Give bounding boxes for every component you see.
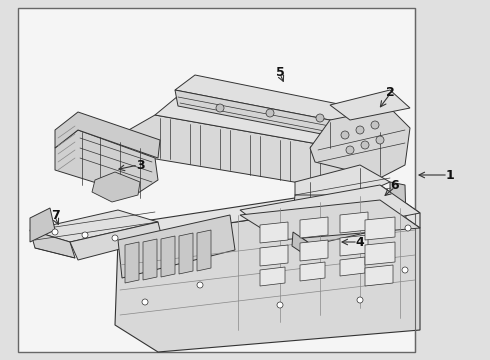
Text: 3: 3 [136,158,145,171]
Circle shape [376,136,384,144]
Circle shape [402,267,408,273]
Polygon shape [179,233,193,274]
Circle shape [405,225,411,231]
Polygon shape [30,230,75,258]
Polygon shape [55,130,158,195]
Polygon shape [155,96,360,148]
Circle shape [277,302,283,308]
Polygon shape [293,178,392,228]
Polygon shape [300,262,325,281]
Polygon shape [118,215,235,278]
Polygon shape [197,230,211,271]
Polygon shape [365,242,395,265]
Polygon shape [175,90,342,138]
Polygon shape [55,112,160,158]
Circle shape [371,121,379,129]
Polygon shape [300,240,328,261]
Polygon shape [260,245,288,266]
Text: 5: 5 [275,66,284,78]
Polygon shape [70,222,162,260]
Polygon shape [120,115,360,188]
Polygon shape [293,200,380,245]
Circle shape [356,126,364,134]
Polygon shape [143,239,157,280]
Polygon shape [292,232,312,258]
Circle shape [361,141,369,149]
Polygon shape [161,236,175,277]
Circle shape [82,232,88,238]
Polygon shape [260,222,288,243]
Circle shape [112,235,118,241]
Circle shape [316,114,324,122]
Circle shape [197,282,203,288]
Circle shape [357,297,363,303]
Polygon shape [340,212,368,233]
Polygon shape [300,217,328,238]
Polygon shape [30,208,55,242]
Polygon shape [92,172,140,202]
Polygon shape [118,185,420,240]
Polygon shape [175,75,358,122]
Circle shape [142,299,148,305]
Circle shape [346,146,354,154]
Circle shape [341,131,349,139]
Polygon shape [340,235,368,256]
Polygon shape [240,200,420,240]
Polygon shape [240,185,420,240]
Polygon shape [115,200,420,352]
Polygon shape [260,267,285,286]
Polygon shape [18,8,415,352]
Circle shape [52,229,58,235]
Polygon shape [310,108,410,178]
Circle shape [216,104,224,112]
Text: 2: 2 [386,86,394,99]
Polygon shape [365,265,393,286]
Polygon shape [125,242,139,283]
Text: 6: 6 [391,179,399,192]
Text: 4: 4 [356,235,365,248]
Polygon shape [30,210,158,242]
Circle shape [266,109,274,117]
Polygon shape [390,182,406,220]
Text: 1: 1 [445,168,454,181]
Polygon shape [365,217,395,240]
Text: 7: 7 [50,208,59,221]
Polygon shape [330,90,410,120]
Polygon shape [340,257,365,276]
Polygon shape [295,165,390,195]
